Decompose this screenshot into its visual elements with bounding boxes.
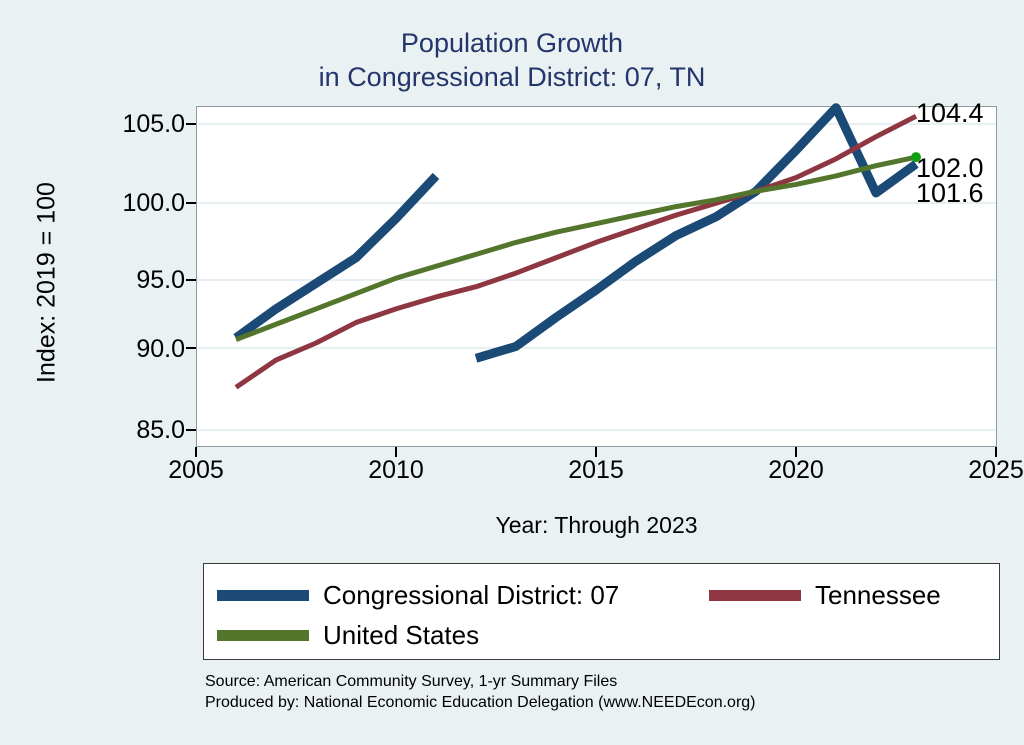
x-tick-label-2010: 2010	[368, 456, 424, 484]
y-tick-label-100: 100.0	[122, 189, 185, 217]
source-note: Source: American Community Survey, 1-yr …	[205, 671, 756, 713]
legend-label-tennessee: Tennessee	[815, 579, 941, 610]
gridlines	[197, 123, 996, 431]
chart-title: Population Growth in Congressional Distr…	[0, 26, 1024, 94]
series-line	[233, 172, 440, 342]
series-line	[474, 103, 919, 363]
x-tick-label-2020: 2020	[768, 456, 824, 484]
x-tick-label-2025: 2025	[968, 456, 1024, 484]
legend-item-congressional-district[interactable]: Congressional District: 07	[217, 580, 619, 610]
chart-legend: Congressional District: 07 Tennessee Uni…	[203, 563, 1000, 660]
source-line-1: Source: American Community Survey, 1-yr …	[205, 673, 618, 690]
x-axis-label: Year: Through 2023	[495, 512, 698, 538]
legend-item-united-states[interactable]: United States	[217, 620, 479, 650]
data-series-layer	[233, 103, 921, 390]
axis-ticks	[186, 123, 997, 457]
chart-title-line-2: in Congressional District: 07, TN	[318, 62, 706, 92]
series-line	[234, 114, 918, 390]
legend-label-united-states: United States	[323, 619, 480, 650]
legend-swatch-congressional-district	[217, 589, 309, 601]
legend-swatch-tennessee	[709, 589, 801, 601]
source-line-2: Produced by: National Economic Education…	[205, 694, 756, 711]
y-tick-label-95: 95.0	[136, 266, 185, 294]
legend-item-tennessee[interactable]: Tennessee	[709, 580, 941, 610]
y-tick-label-90: 90.0	[136, 335, 185, 363]
end-label-congressional-district: 101.6	[916, 178, 984, 208]
y-tick-label-105: 105.0	[122, 110, 185, 138]
chart-title-line-1: Population Growth	[400, 28, 624, 58]
legend-label-congressional-district: Congressional District: 07	[323, 579, 620, 610]
x-tick-label-2015: 2015	[568, 456, 624, 484]
series-line	[235, 154, 917, 342]
y-tick-label-85: 85.0	[136, 416, 185, 444]
end-label-united-states: 102.0	[916, 153, 984, 183]
legend-swatch-united-states	[217, 629, 309, 641]
end-point-marker-united-states	[911, 152, 921, 163]
x-tick-label-2005: 2005	[168, 456, 224, 484]
end-label-tennessee: 104.4	[916, 98, 984, 128]
